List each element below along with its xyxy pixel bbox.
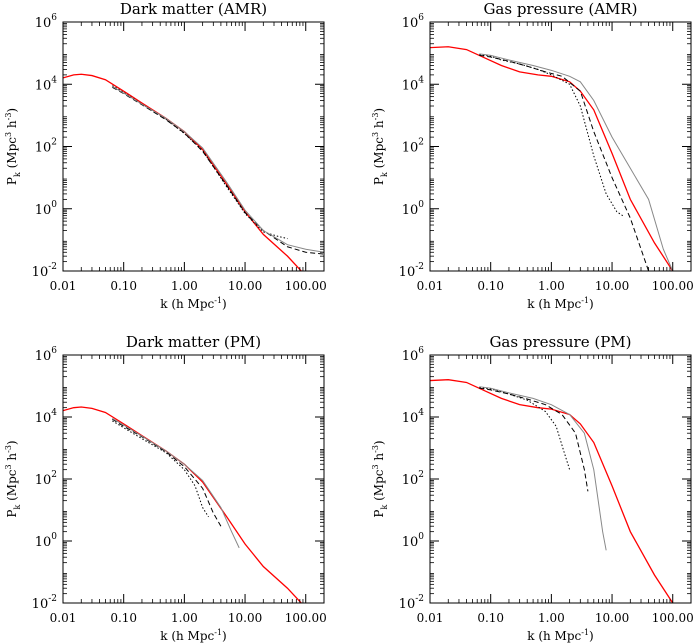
series-group: [430, 379, 674, 603]
x-tick-label: 10.00: [228, 611, 262, 625]
x-tick-label: 0.10: [477, 279, 504, 293]
y-axis-label: Pk (Mpc3 h-3): [4, 440, 22, 517]
series-line-1: [63, 406, 303, 603]
plot-frame: [62, 21, 325, 272]
y-tick-label: 10-2: [32, 594, 57, 612]
x-tick-label: 0.01: [50, 279, 77, 293]
series-group: [430, 46, 674, 271]
chart-panel: 0.01 0.10 1.00 10.00 100.00 10-2 100 102 104 106 G…: [371, 333, 694, 643]
x-tick-label: 0.01: [417, 279, 444, 293]
y-tick-label: 100: [402, 200, 425, 218]
panel-title: Dark matter (AMR): [120, 0, 267, 18]
panel-title: Gas pressure (AMR): [483, 0, 637, 18]
x-tick-label: 1.00: [171, 279, 198, 293]
plot-frame: [429, 354, 692, 604]
series-line-1: [430, 46, 674, 271]
series-line-4: [479, 386, 607, 551]
series-line-2: [479, 386, 571, 470]
x-tick-label: 0.10: [110, 279, 137, 293]
chart-panel: 0.01 0.10 1.00 10.00 100.00 10-2 100 102 104 106 D…: [4, 333, 327, 643]
x-tick-label: 10.00: [595, 279, 629, 293]
series-line-2: [479, 54, 624, 217]
y-tick-label: 102: [35, 138, 57, 156]
panel-title: Gas pressure (PM): [489, 333, 631, 351]
x-tick-label: 10.00: [228, 279, 262, 293]
y-tick-label: 106: [402, 13, 425, 31]
y-tick-label: 102: [35, 470, 57, 488]
y-tick-label: 100: [35, 200, 58, 218]
x-axis-label: k (h Mpc-1): [527, 296, 593, 311]
series-line-4: [112, 417, 240, 549]
y-tick-label: 104: [35, 75, 58, 93]
x-axis-label: k (h Mpc-1): [160, 628, 226, 643]
y-tick-label: 102: [402, 138, 424, 156]
x-tick-label: 100.00: [652, 611, 694, 625]
x-tick-label: 0.10: [110, 611, 137, 625]
x-axis-label: k (h Mpc-1): [160, 296, 226, 311]
series-line-3: [479, 387, 589, 492]
series-line-3: [112, 418, 222, 527]
y-tick-label: 106: [402, 346, 425, 364]
series-line-2: [112, 85, 288, 240]
panel-title: Dark matter (PM): [126, 333, 261, 351]
y-tick-label: 10-2: [399, 262, 424, 280]
x-tick-label: 10.00: [595, 611, 629, 625]
x-tick-label: 100.00: [652, 279, 694, 293]
y-tick-label: 106: [35, 346, 58, 364]
series-group: [63, 73, 324, 271]
x-tick-label: 1.00: [171, 611, 198, 625]
x-tick-label: 1.00: [538, 279, 565, 293]
y-tick-label: 106: [35, 13, 58, 31]
x-axis-label: k (h Mpc-1): [527, 628, 593, 643]
series-line-4: [479, 53, 674, 271]
x-tick-label: 0.01: [417, 611, 444, 625]
x-tick-label: 100.00: [285, 611, 327, 625]
series-line-3: [112, 86, 324, 255]
y-tick-label: 102: [402, 470, 424, 488]
y-tick-label: 104: [402, 75, 425, 93]
series-line-4: [112, 86, 324, 253]
y-tick-label: 100: [402, 532, 425, 550]
x-tick-label: 100.00: [285, 279, 327, 293]
x-tick-label: 1.00: [538, 611, 565, 625]
y-tick-label: 10-2: [32, 262, 57, 280]
y-axis-label: Pk (Mpc3 h-3): [4, 108, 22, 185]
y-axis-label: Pk (Mpc3 h-3): [371, 108, 389, 185]
series-line-2: [112, 420, 209, 518]
y-tick-label: 10-2: [399, 594, 424, 612]
series-line-3: [479, 54, 660, 271]
series-group: [63, 406, 303, 603]
x-tick-label: 0.10: [477, 611, 504, 625]
y-tick-label: 104: [35, 408, 58, 426]
plot-frame: [429, 21, 692, 272]
chart-panel: 0.01 0.10 1.00 10.00 100.00 10-2 100 102 104 106 G…: [371, 0, 694, 311]
y-axis-label: Pk (Mpc3 h-3): [371, 440, 389, 517]
plot-frame: [62, 354, 325, 604]
x-tick-label: 0.01: [50, 611, 77, 625]
y-tick-label: 100: [35, 532, 58, 550]
series-line-1: [63, 73, 303, 271]
y-tick-label: 104: [402, 408, 425, 426]
chart-panel: 0.01 0.10 1.00 10.00 100.00 10-2 100 102 104 106 D…: [4, 0, 327, 311]
series-line-1: [430, 379, 674, 603]
